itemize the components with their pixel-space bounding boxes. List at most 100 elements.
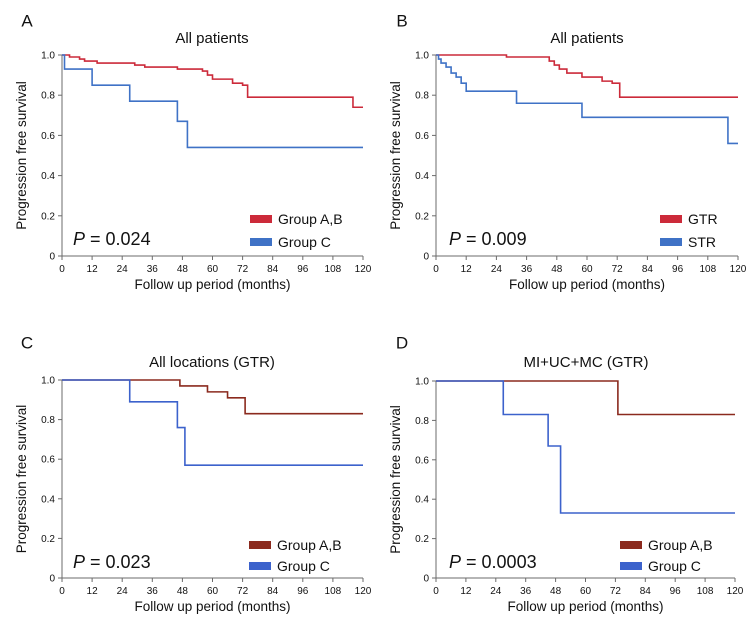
y-tick-label: 0 xyxy=(423,574,429,585)
p-value: P = 0.024 xyxy=(73,229,151,249)
y-tick-label: 0.8 xyxy=(415,91,429,102)
p-value-number: = 0.009 xyxy=(461,229,527,249)
p-value: P = 0.0003 xyxy=(449,552,537,572)
y-tick-label: 0 xyxy=(49,252,55,263)
x-tick-label: 120 xyxy=(730,264,747,275)
y-tick-label: 1.0 xyxy=(41,376,55,387)
p-value-symbol: P xyxy=(73,229,85,249)
y-tick-label: 0.2 xyxy=(41,534,55,545)
legend-label: GTR xyxy=(688,211,718,227)
x-tick-label: 0 xyxy=(59,264,65,275)
p-value-symbol: P xyxy=(73,552,85,572)
x-tick-label: 36 xyxy=(520,586,532,597)
x-tick-label: 60 xyxy=(580,586,592,597)
chart-title: MI+UC+MC (GTR) xyxy=(524,354,649,371)
x-tick-label: 24 xyxy=(491,264,503,275)
x-tick-label: 72 xyxy=(237,264,249,275)
survival-curve-group-a-b xyxy=(62,54,363,109)
x-tick-label: 60 xyxy=(207,586,219,597)
y-tick-label: 0.6 xyxy=(415,131,429,142)
x-tick-label: 96 xyxy=(672,264,684,275)
y-tick-label: 0.4 xyxy=(41,171,55,182)
x-tick-label: 60 xyxy=(581,264,593,275)
x-tick-label: 72 xyxy=(612,264,624,275)
x-tick-label: 84 xyxy=(267,586,279,597)
survival-curve-group-c xyxy=(62,379,363,466)
panel-label: D xyxy=(396,333,408,352)
chart-panel-c: C All locations (GTR) 0 0.2 0.4 0.6 0.8 1.0 0 12 2… xyxy=(14,333,372,614)
x-tick-label: 12 xyxy=(461,264,473,275)
legend-swatch xyxy=(249,541,271,549)
x-tick-label: 108 xyxy=(325,264,342,275)
x-tick-label: 36 xyxy=(147,264,159,275)
x-tick-label: 120 xyxy=(355,586,372,597)
x-tick-label: 36 xyxy=(521,264,533,275)
x-tick-label: 24 xyxy=(117,264,129,275)
legend-swatch xyxy=(660,238,682,246)
panel-label: B xyxy=(396,11,407,30)
x-tick-label: 120 xyxy=(355,264,372,275)
legend-label: Group C xyxy=(648,558,701,574)
chart-panel-a: A All patients 0 0.2 0.4 0.6 0.8 1.0 0 12 24 36 48 60… xyxy=(14,11,372,292)
x-tick-label: 48 xyxy=(550,586,562,597)
y-tick-label: 1.0 xyxy=(415,51,429,62)
y-tick-label: 0.4 xyxy=(415,171,429,182)
y-tick-label: 0 xyxy=(49,574,55,585)
y-tick-label: 0.4 xyxy=(415,495,429,506)
p-value: P = 0.009 xyxy=(449,229,527,249)
x-tick-label: 24 xyxy=(490,586,502,597)
y-tick-label: 0 xyxy=(423,252,429,263)
legend-label: STR xyxy=(688,234,716,250)
legend-label: Group A,B xyxy=(648,537,713,553)
p-value-number: = 0.0003 xyxy=(461,552,537,572)
y-tick-label: 0.6 xyxy=(415,455,429,466)
y-tick-label: 0.6 xyxy=(41,455,55,466)
legend-label: Group A,B xyxy=(277,537,342,553)
x-tick-label: 48 xyxy=(177,586,189,597)
p-value-symbol: P xyxy=(449,229,461,249)
y-tick-label: 1.0 xyxy=(41,51,55,62)
x-tick-label: 84 xyxy=(642,264,654,275)
x-axis-label: Follow up period (months) xyxy=(134,599,290,614)
x-tick-label: 72 xyxy=(610,586,622,597)
x-axis-label: Follow up period (months) xyxy=(507,599,663,614)
y-tick-label: 0.6 xyxy=(41,131,55,142)
x-tick-label: 72 xyxy=(237,586,249,597)
x-tick-label: 0 xyxy=(433,264,439,275)
x-tick-label: 12 xyxy=(87,586,99,597)
y-axis-label: Progression free survival xyxy=(14,405,29,554)
y-tick-label: 0.2 xyxy=(415,534,429,545)
survival-curve-gtr xyxy=(436,54,738,99)
legend-swatch xyxy=(660,215,682,223)
x-tick-label: 36 xyxy=(147,586,159,597)
y-tick-label: 0.4 xyxy=(41,494,55,505)
legend-label: Group A,B xyxy=(278,211,343,227)
legend-swatch xyxy=(250,215,272,223)
y-tick-label: 0.2 xyxy=(41,211,55,222)
survival-curve-group-c xyxy=(436,380,735,514)
p-value: P = 0.023 xyxy=(73,552,151,572)
chart-title: All patients xyxy=(175,30,248,47)
x-tick-label: 60 xyxy=(207,264,219,275)
x-tick-label: 84 xyxy=(640,586,652,597)
survival-curve-group-a-b xyxy=(436,380,735,416)
x-tick-label: 84 xyxy=(267,264,279,275)
x-tick-label: 24 xyxy=(117,586,129,597)
x-tick-label: 12 xyxy=(87,264,99,275)
x-tick-label: 0 xyxy=(433,586,439,597)
legend-swatch xyxy=(620,541,642,549)
x-axis-label: Follow up period (months) xyxy=(509,277,665,292)
x-tick-label: 48 xyxy=(177,264,189,275)
survival-curve-group-c xyxy=(62,54,363,149)
legend-swatch xyxy=(250,238,272,246)
x-tick-label: 48 xyxy=(551,264,563,275)
survival-curve-group-a-b xyxy=(62,379,363,415)
chart-panel-b: B All patients 0 0.2 0.4 0.6 0.8 1.0 0 12 24 36 48 60… xyxy=(388,11,747,292)
p-value-symbol: P xyxy=(449,552,461,572)
panel-label: A xyxy=(21,11,33,30)
y-tick-label: 0.2 xyxy=(415,211,429,222)
x-tick-label: 0 xyxy=(59,586,65,597)
x-tick-label: 108 xyxy=(697,586,714,597)
legend-label: Group C xyxy=(278,234,331,250)
